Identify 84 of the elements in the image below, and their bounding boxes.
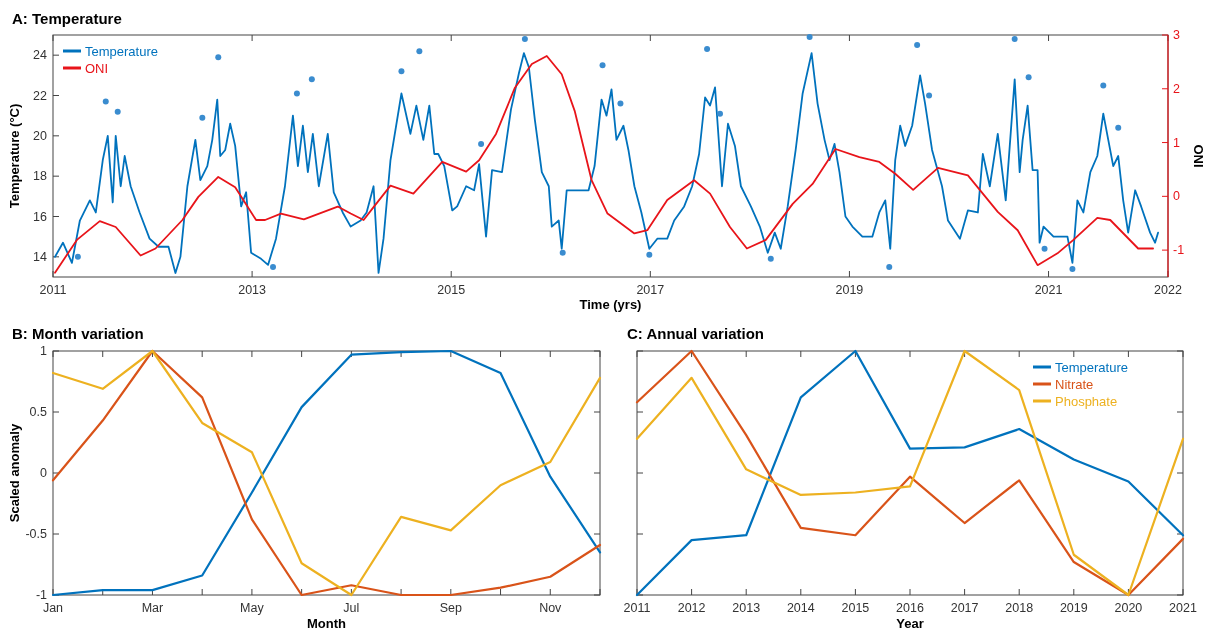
x-tick-label: Jul: [343, 601, 360, 615]
point: [398, 68, 405, 75]
legend-label: Temperature: [85, 44, 158, 59]
chart-title: C: Annual variation: [627, 325, 764, 342]
x-tick-label: 2020: [1114, 601, 1143, 615]
point: [806, 34, 813, 41]
x-tick-label: Jan: [42, 601, 64, 615]
x-tick-label: 2021: [1169, 601, 1197, 615]
x-tick-label: 2014: [786, 601, 815, 615]
y-tick-label: 20: [33, 128, 48, 143]
point: [617, 100, 624, 107]
x-axis-title: Month: [307, 616, 347, 631]
point: [926, 92, 933, 99]
x-tick-label: 2012: [677, 601, 706, 615]
y2-tick-label: 1: [1173, 135, 1180, 150]
y-tick-label: 22: [33, 88, 48, 103]
point: [599, 62, 606, 69]
point: [270, 263, 277, 270]
x-tick-label: 2015: [841, 601, 870, 615]
legend-label: Phosphate: [1055, 394, 1118, 409]
legend-label: Temperature: [1055, 360, 1128, 375]
point: [1115, 124, 1122, 131]
point: [215, 54, 222, 61]
x-tick-label: 2017: [950, 601, 979, 615]
y2-tick-label: -1: [1173, 243, 1185, 258]
y2-tick-label: 3: [1173, 28, 1180, 42]
y-axis-title: Temperature (°C): [7, 103, 22, 209]
y-tick-label: 1: [40, 344, 48, 358]
legend-label: Nitrate: [1055, 377, 1094, 392]
x-tick-label: 2018: [1005, 601, 1034, 615]
x-tick-label: 2013: [732, 601, 761, 615]
x-tick-label: 2019: [835, 283, 864, 297]
y2-axis-title: ONI: [1191, 144, 1206, 168]
legend-label: ONI: [85, 61, 109, 76]
point: [1100, 82, 1107, 89]
x-tick-label: Nov: [539, 601, 563, 615]
y-tick-label: 18: [33, 169, 48, 184]
x-tick-label: 2021: [1034, 283, 1063, 297]
point: [1069, 265, 1076, 272]
point: [74, 253, 81, 260]
point: [114, 108, 121, 115]
x-tick-label: Mar: [141, 601, 164, 615]
point: [1011, 36, 1018, 43]
x-tick-label: 2011: [39, 283, 67, 297]
point: [886, 263, 893, 270]
x-axis-title: Year: [896, 616, 924, 631]
y2-tick-label: 2: [1173, 81, 1180, 96]
chart-title: B: Month variation: [12, 325, 144, 342]
point: [1025, 74, 1032, 81]
x-tick-label: 2022: [1154, 283, 1182, 297]
point: [646, 251, 653, 258]
point: [914, 42, 921, 49]
y-tick-label: 24: [33, 48, 48, 63]
y-tick-label: -0.5: [25, 527, 48, 541]
x-tick-label: 2017: [636, 283, 665, 297]
y-tick-label: -1: [35, 588, 48, 602]
x-tick-label: Sep: [439, 601, 462, 615]
point: [478, 140, 485, 147]
point: [1041, 245, 1048, 252]
y-axis-title: Scaled anomaly: [7, 423, 22, 523]
x-tick-label: May: [240, 601, 265, 615]
point: [199, 114, 206, 121]
y-tick-label: 0.5: [29, 405, 48, 419]
point: [767, 255, 774, 262]
chart-title: A: Temperature: [12, 10, 122, 27]
point: [704, 46, 711, 53]
point: [308, 76, 315, 83]
point: [102, 98, 109, 105]
x-tick-label: 2013: [238, 283, 267, 297]
point: [717, 110, 724, 117]
point: [559, 249, 566, 256]
y-tick-label: 16: [33, 209, 48, 224]
point: [293, 90, 300, 97]
x-tick-label: 2011: [623, 601, 651, 615]
y-tick-label: 14: [33, 249, 48, 264]
x-tick-label: 2015: [437, 283, 466, 297]
point: [416, 48, 423, 55]
line-series: [51, 349, 602, 597]
point: [521, 36, 528, 43]
x-axis-title: Time (yrs): [579, 297, 642, 312]
y-tick-label: 0: [40, 466, 48, 480]
x-tick-label: 2019: [1059, 601, 1088, 615]
x-tick-label: 2016: [896, 601, 924, 615]
y2-tick-label: 0: [1173, 189, 1180, 204]
